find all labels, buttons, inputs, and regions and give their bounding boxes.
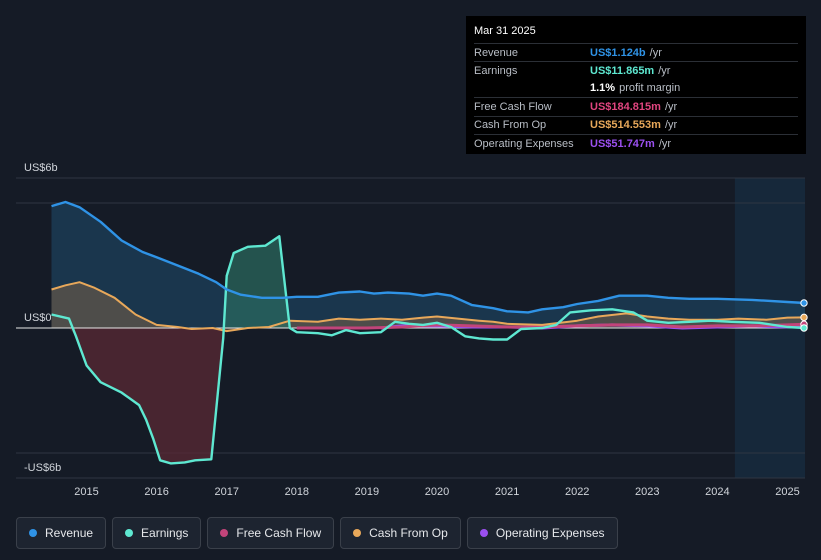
x-axis-tick-label: 2017 bbox=[214, 486, 238, 498]
tooltip-row-unit: profit margin bbox=[619, 82, 681, 95]
tooltip-row-value: 1.1% bbox=[590, 82, 616, 95]
cash-from-op-end-marker bbox=[800, 313, 808, 322]
tooltip-row: 1.1% profit margin bbox=[474, 80, 798, 97]
x-axis-tick-label: 2025 bbox=[775, 486, 799, 498]
legend-dot-icon bbox=[29, 529, 37, 537]
tooltip-row-unit: /yr bbox=[658, 65, 671, 78]
tooltip-row: Cash From Op US$514.553m/yr bbox=[474, 115, 798, 134]
earnings-end-marker bbox=[800, 324, 808, 332]
free-cash-flow-line bbox=[296, 322, 806, 330]
legend-label: Revenue bbox=[45, 526, 94, 540]
tooltip-row-value: US$11.865m bbox=[590, 65, 655, 78]
tooltip-row: Free Cash Flow US$184.815m/yr bbox=[474, 97, 798, 115]
chart-legend: Revenue Earnings Free Cash Flow Cash From O… bbox=[16, 517, 624, 549]
legend-label: Earnings bbox=[141, 526, 189, 540]
legend-item-operating-expenses[interactable]: Operating Expenses bbox=[466, 517, 618, 549]
revenue-line bbox=[51, 200, 806, 314]
tooltip-row-label: Revenue bbox=[474, 46, 519, 59]
legend-item-free-cash-flow[interactable]: Free Cash Flow bbox=[207, 517, 335, 549]
y-axis-label: US$6b bbox=[24, 162, 58, 174]
legend-dot-icon bbox=[479, 529, 488, 537]
tooltip-row: Operating Expenses US$51.747m/yr bbox=[474, 133, 798, 152]
legend-item-revenue[interactable]: Revenue bbox=[16, 517, 107, 549]
x-axis-tick-label: 2022 bbox=[565, 486, 589, 498]
y-axis-label: US$0 bbox=[24, 312, 52, 324]
tooltip-row-value: US$1.124b bbox=[590, 46, 646, 59]
tooltip-row-unit: /yr bbox=[658, 137, 672, 150]
legend-label: Cash From Op bbox=[369, 526, 448, 540]
cash-from-op-area bbox=[51, 282, 805, 332]
tooltip-row: Earnings US$11.865m/yr bbox=[474, 61, 798, 79]
x-axis-tick-label: 2021 bbox=[495, 486, 519, 498]
legend-dot-icon bbox=[220, 529, 229, 537]
x-axis-tick-label: 2020 bbox=[425, 486, 449, 498]
legend-item-earnings[interactable]: Earnings bbox=[112, 517, 202, 549]
data-tooltip: Mar 31 2025 Revenue US$1.124b/yr Earnings U… bbox=[466, 16, 806, 154]
tooltip-date: Mar 31 2025 bbox=[474, 25, 536, 37]
tooltip-row-value: US$184.815m bbox=[590, 100, 661, 113]
x-axis-tick-label: 2015 bbox=[74, 486, 98, 498]
legend-item-cash-from-op[interactable]: Cash From Op bbox=[340, 517, 461, 549]
tooltip-row-value: US$51.747m bbox=[590, 137, 655, 150]
earnings-negative-area bbox=[51, 328, 224, 464]
x-axis-tick-label: 2024 bbox=[705, 486, 729, 498]
x-axis-tick-label: 2019 bbox=[355, 486, 379, 498]
legend-label: Free Cash Flow bbox=[236, 526, 322, 540]
earnings-line bbox=[51, 235, 806, 465]
tooltip-row-value: US$514.553m bbox=[590, 119, 661, 132]
legend-label: Operating Expenses bbox=[495, 526, 605, 540]
earnings-positive-area bbox=[223, 236, 290, 328]
revenue-end-marker bbox=[800, 299, 808, 307]
tooltip-row-label: Earnings bbox=[474, 65, 518, 78]
cash-from-op-line bbox=[51, 281, 806, 333]
legend-dot-icon bbox=[353, 529, 362, 537]
x-axis-tick-label: 2016 bbox=[144, 486, 168, 498]
y-axis-label: -US$6b bbox=[24, 462, 61, 474]
legend-dot-icon bbox=[125, 529, 134, 537]
tooltip-row-unit: /yr bbox=[664, 100, 678, 113]
revenue-area bbox=[51, 202, 805, 328]
tooltip-row-unit: /yr bbox=[664, 119, 678, 132]
x-axis-tick-label: 2023 bbox=[635, 486, 659, 498]
tooltip-row-label: Cash From Op bbox=[474, 119, 547, 132]
tooltip-row-unit: /yr bbox=[649, 46, 662, 59]
tooltip-row-label: Operating Expenses bbox=[474, 137, 574, 150]
tooltip-rows: Revenue US$1.124b/yr Earnings US$11.865m/yr… bbox=[474, 43, 798, 152]
chart-area: US$6b US$0 -US$6b 2015 2016 2017 2018 2019 2020 2… bbox=[16, 162, 808, 498]
tooltip-row-label: Free Cash Flow bbox=[474, 100, 552, 113]
tooltip-row: Revenue US$1.124b/yr bbox=[474, 43, 798, 61]
x-axis-tick-label: 2018 bbox=[285, 486, 309, 498]
